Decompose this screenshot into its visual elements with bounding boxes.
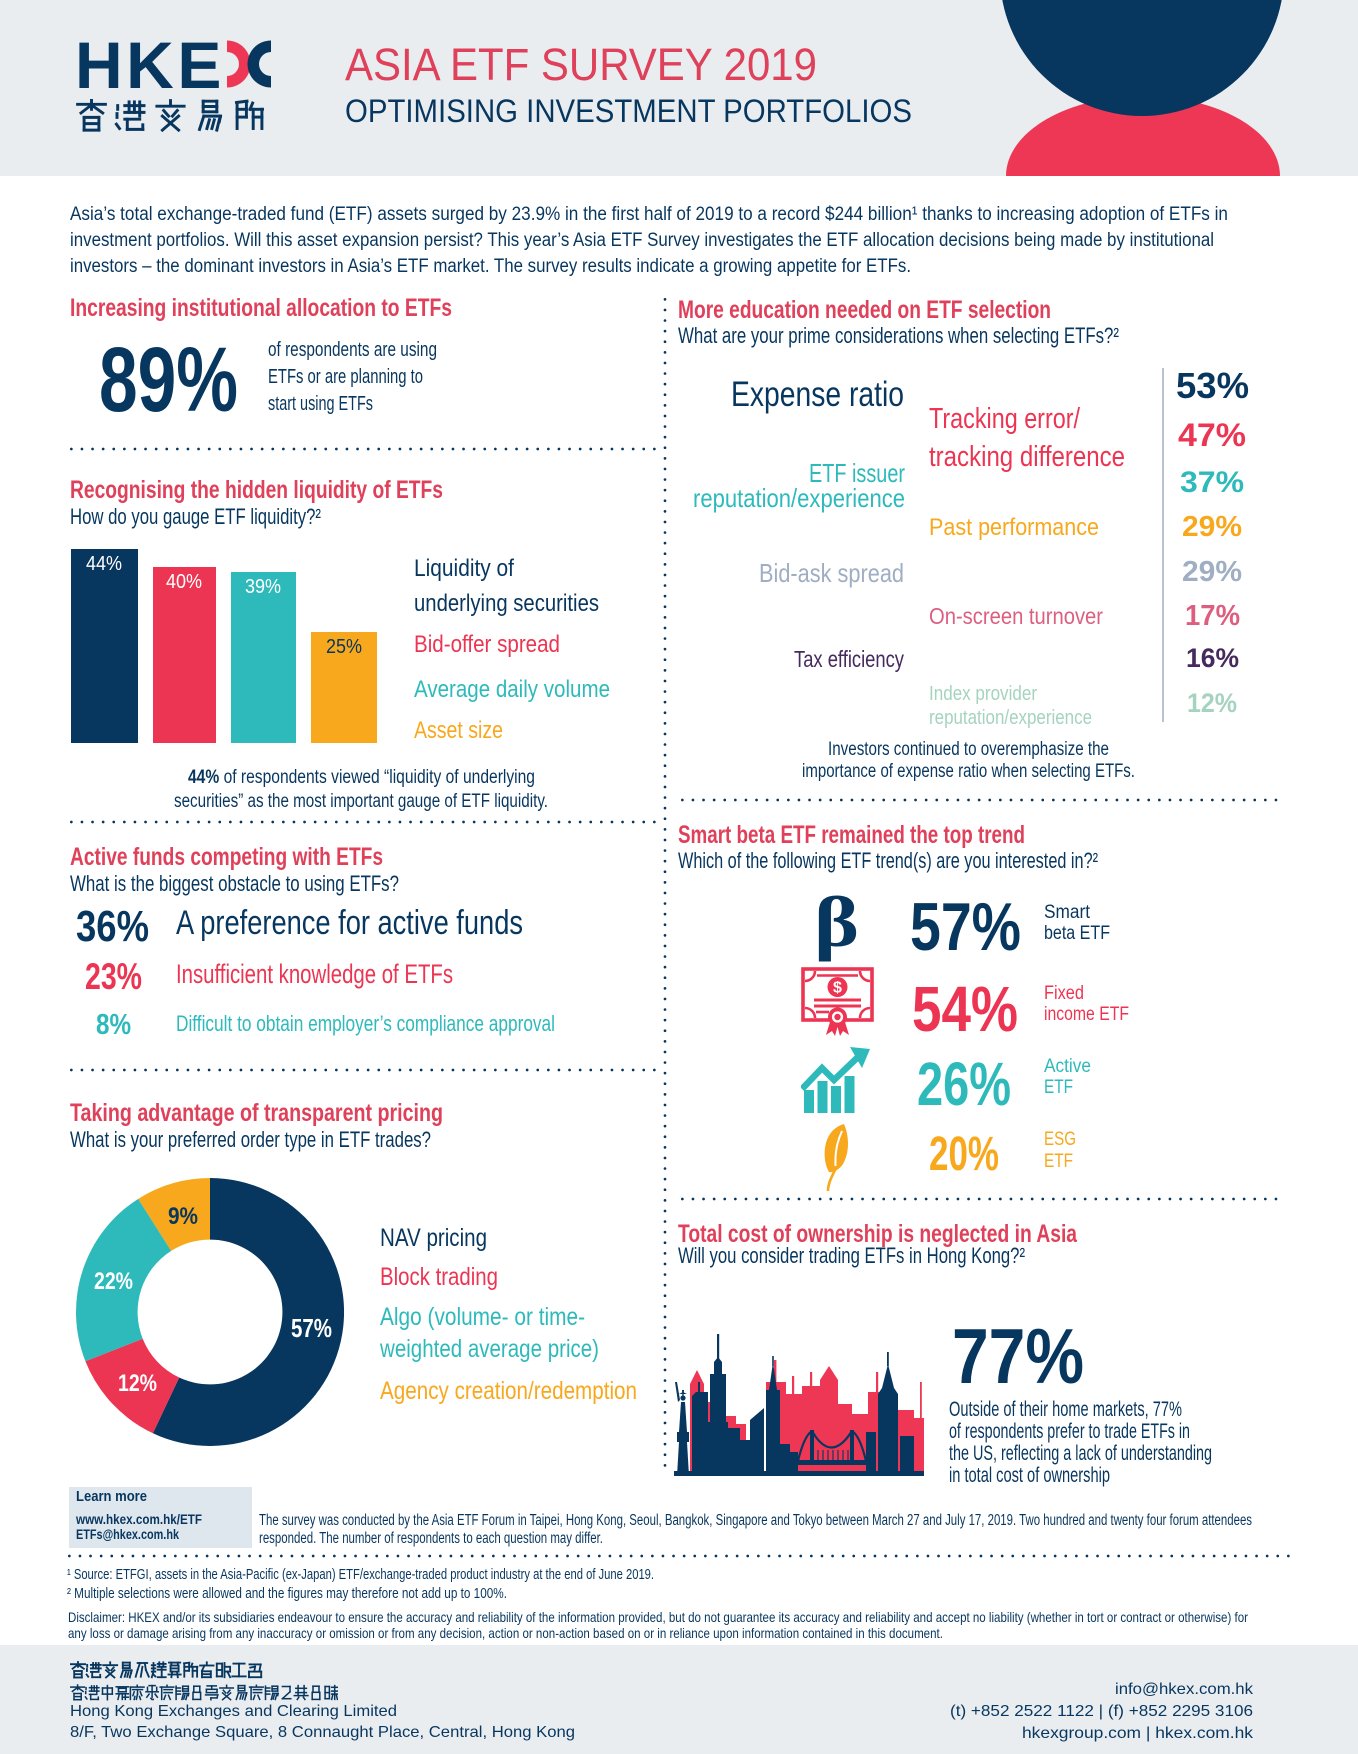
svg-text:$: $ bbox=[833, 980, 842, 997]
